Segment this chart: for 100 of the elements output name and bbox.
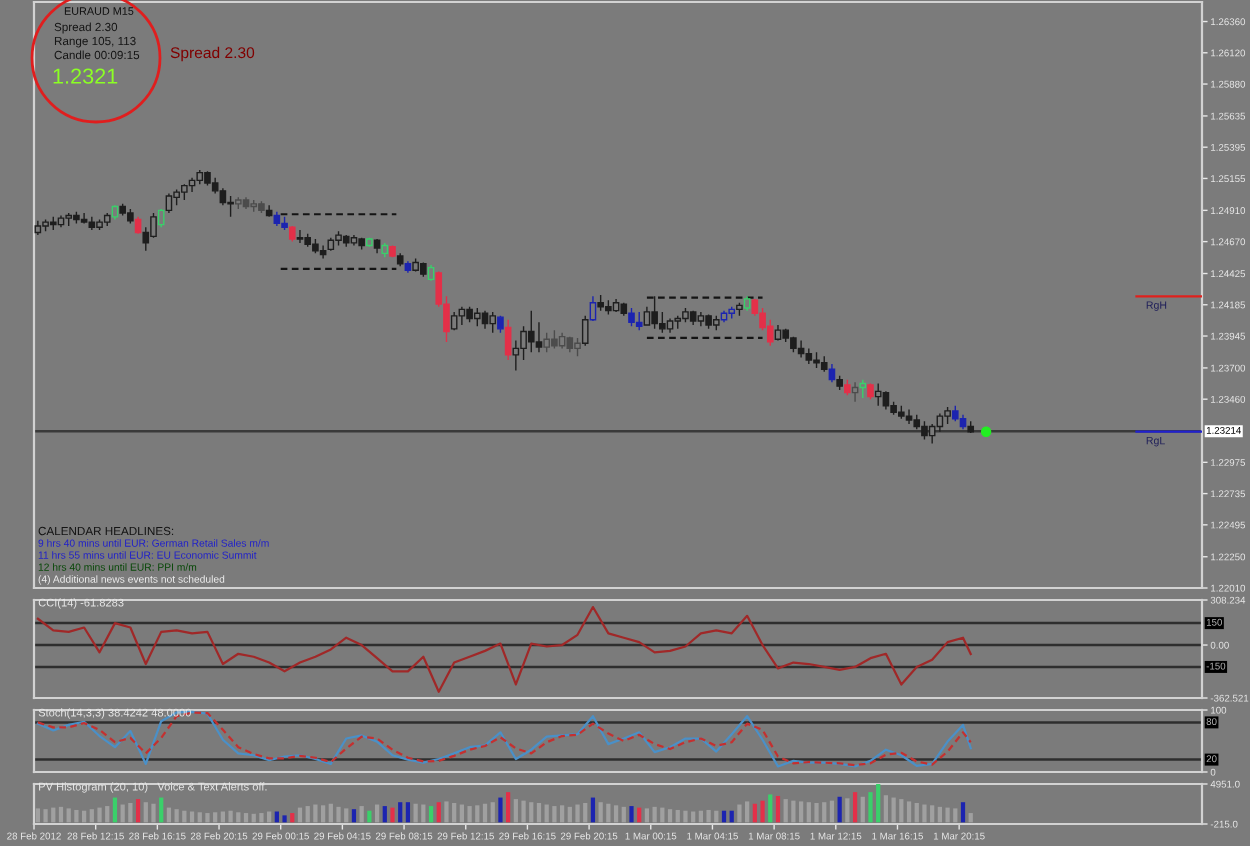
candlestick: [712, 315, 720, 331]
candlestick: [543, 332, 551, 353]
bar: [775, 796, 781, 823]
candlestick: [473, 307, 481, 327]
candlestick: [720, 309, 728, 324]
candlestick: [820, 355, 828, 373]
bar: [405, 802, 411, 823]
bar: [382, 806, 387, 823]
candlestick: [558, 332, 566, 350]
candlestick: [566, 335, 574, 353]
bar: [444, 801, 449, 823]
bar: [960, 802, 966, 823]
bar: [336, 806, 341, 823]
candlestick: [412, 257, 419, 273]
candlestick: [88, 216, 96, 231]
candlestick: [944, 406, 951, 425]
bar: [205, 813, 210, 823]
candlestick: [288, 225, 296, 243]
bar: [351, 809, 357, 823]
bar: [297, 807, 303, 823]
candlestick: [358, 237, 365, 251]
bar: [81, 810, 87, 823]
bar: [883, 795, 889, 823]
candlestick: [951, 404, 959, 423]
bar: [598, 802, 603, 823]
candlestick: [551, 329, 558, 350]
bar: [536, 802, 542, 823]
bar: [590, 797, 596, 823]
candlestick: [80, 212, 88, 225]
candlestick: [959, 414, 967, 430]
candlestick: [628, 307, 635, 327]
bar: [506, 792, 511, 823]
bar: [482, 803, 488, 823]
candlestick: [373, 238, 381, 255]
bar: [876, 784, 881, 823]
bar: [845, 798, 850, 823]
bar: [644, 808, 650, 823]
candlestick: [273, 210, 281, 227]
bar: [783, 799, 788, 823]
candlestick: [705, 313, 712, 330]
candlestick: [196, 169, 204, 186]
bar: [968, 813, 973, 823]
bar: [428, 806, 434, 823]
candlestick: [682, 307, 689, 324]
candlestick: [728, 306, 736, 320]
candlestick: [828, 363, 836, 383]
bar: [559, 805, 565, 823]
candlestick: [296, 229, 304, 244]
bar: [413, 803, 418, 823]
bar: [390, 807, 395, 823]
candlestick: [420, 261, 427, 278]
candlestick: [874, 382, 882, 407]
candlestick: [605, 299, 612, 316]
candlestick: [96, 218, 103, 231]
candlestick: [427, 264, 435, 282]
bar: [629, 806, 634, 823]
bar: [906, 801, 912, 823]
bar: [290, 813, 295, 823]
bar: [436, 802, 441, 823]
candlestick: [304, 233, 312, 248]
bar: [135, 799, 141, 823]
candlestick: [697, 311, 705, 327]
bar: [637, 807, 642, 823]
bar: [583, 802, 588, 823]
candlestick: [335, 230, 342, 247]
bar: [798, 801, 804, 823]
candlestick: [57, 214, 65, 228]
candlestick: [859, 378, 867, 399]
bar: [868, 792, 873, 823]
bar: [398, 802, 403, 823]
bar: [105, 806, 110, 823]
bar: [490, 802, 495, 823]
annotation: 1.2321: [53, 68, 118, 84]
candlestick: [612, 298, 620, 313]
candlestick: [65, 212, 73, 227]
bar: [151, 803, 156, 823]
candlestick: [242, 196, 250, 210]
candlestick: [867, 382, 874, 400]
candlestick: [458, 306, 466, 326]
candlestick: [111, 204, 119, 221]
candlestick: [844, 378, 851, 396]
bar: [359, 806, 364, 823]
bar: [667, 809, 673, 823]
candlestick: [127, 208, 134, 225]
bar: [513, 799, 518, 823]
bar: [953, 808, 958, 823]
bar: [829, 800, 835, 823]
bar: [35, 808, 40, 823]
candlestick: [34, 220, 42, 236]
candlestick: [250, 199, 258, 213]
candlestick: [366, 237, 373, 248]
candlestick: [674, 315, 682, 330]
candlestick: [42, 218, 49, 232]
bar: [159, 797, 164, 823]
bar: [97, 807, 102, 823]
candlestick: [921, 420, 928, 441]
candlestick: [597, 294, 604, 312]
candlestick: [481, 309, 489, 330]
bar: [112, 797, 118, 823]
candlestick: [450, 311, 458, 331]
